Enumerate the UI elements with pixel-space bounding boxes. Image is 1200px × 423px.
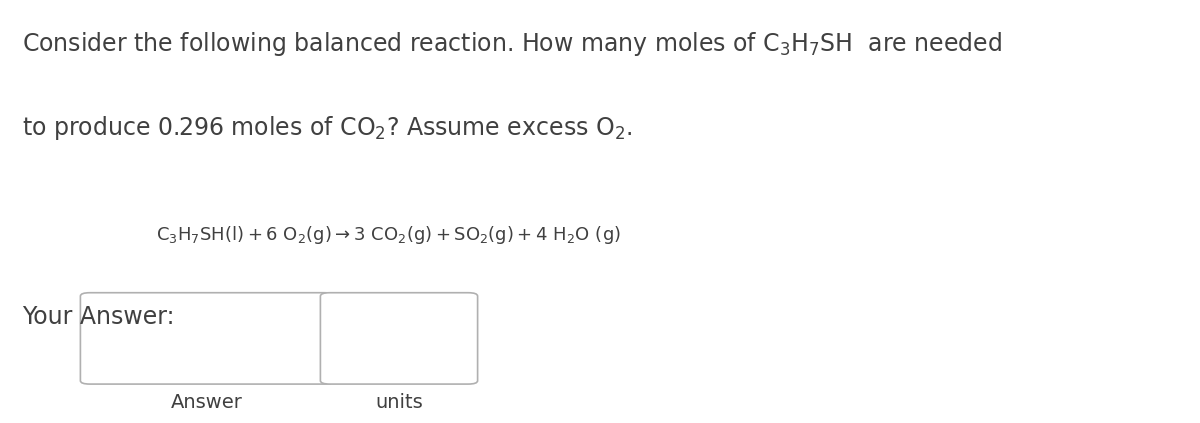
Text: Your Answer:: Your Answer: <box>22 305 174 329</box>
Text: units: units <box>376 393 422 412</box>
Text: Answer: Answer <box>172 393 242 412</box>
Text: to produce 0.296 moles of $\mathregular{CO_2}$? Assume excess $\mathregular{O_2}: to produce 0.296 moles of $\mathregular{… <box>22 114 631 142</box>
Text: Consider the following balanced reaction. How many moles of $\mathregular{C_3H_7: Consider the following balanced reaction… <box>22 30 1002 58</box>
Text: $\mathregular{C_3H_7SH(l) + 6\ O_2(g) \rightarrow 3\ CO_2(g) + SO_2(g) + 4\ H_2O: $\mathregular{C_3H_7SH(l) + 6\ O_2(g) \r… <box>156 224 620 246</box>
